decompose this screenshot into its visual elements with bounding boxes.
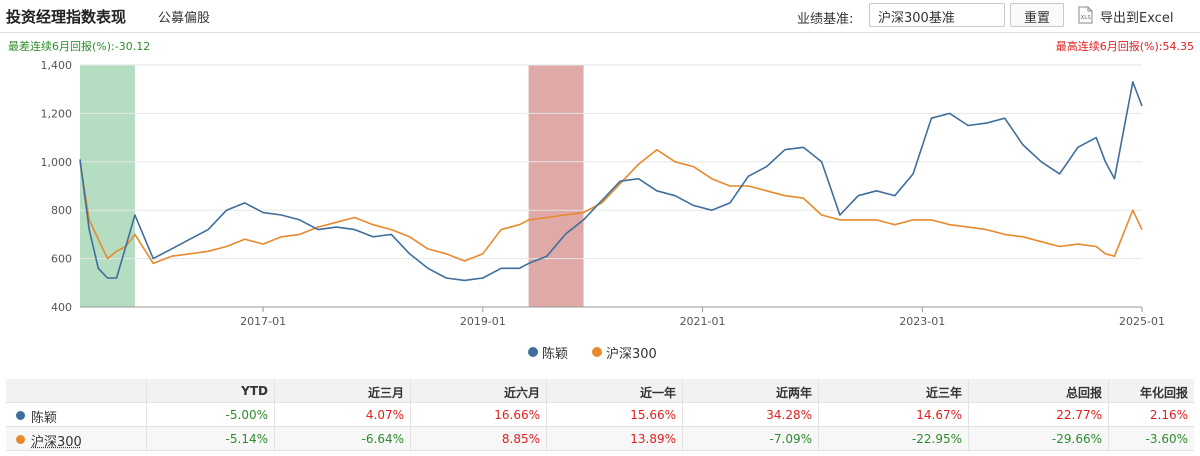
worst-6m-return: 最差连续6月回报(%):-30.12	[8, 38, 150, 54]
cell-2y: 34.28%	[682, 403, 818, 427]
row-name-cell: 陈颖	[6, 403, 146, 427]
xls-file-icon: XLS	[1078, 6, 1093, 24]
worst-6m-value: -30.12	[114, 40, 151, 53]
cell-ytd: -5.00%	[146, 403, 274, 427]
row-name-cell: 沪深300	[6, 427, 146, 451]
cell-total: -29.66%	[968, 427, 1108, 451]
header-divider	[0, 32, 1200, 33]
series-dot-chenying	[16, 411, 25, 420]
cell-annual: -3.60%	[1108, 427, 1194, 451]
cell-annual: 2.16%	[1108, 403, 1194, 427]
table-row: 沪深300 -5.14% -6.64% 8.85% 13.89% -7.09% …	[6, 427, 1194, 451]
table-header-row: YTD 近三月 近六月 近一年 近两年 近三年 总回报 年化回报	[6, 379, 1194, 403]
cell-2y: -7.09%	[682, 427, 818, 451]
legend-label-chenying: 陈颖	[542, 347, 569, 362]
cell-total: 22.77%	[968, 403, 1108, 427]
y-tick-label: 800	[51, 204, 72, 217]
cell-6m: 8.85%	[410, 427, 546, 451]
legend-dot-hs300	[592, 347, 602, 357]
col-header-6m: 近六月	[410, 379, 546, 403]
cell-3y: 14.67%	[818, 403, 968, 427]
row-name-chenying: 陈颖	[31, 411, 58, 426]
col-header-2y: 近两年	[682, 379, 818, 403]
table-row: 陈颖 -5.00% 4.07% 16.66% 15.66% 34.28% 14.…	[6, 403, 1194, 427]
y-tick-label: 400	[51, 301, 72, 314]
x-tick-label: 2021-01	[680, 315, 726, 328]
col-header-1y: 近一年	[546, 379, 682, 403]
series-dot-hs300	[16, 435, 25, 444]
col-header-ytd: YTD	[146, 379, 274, 403]
best-period-band	[528, 65, 584, 307]
best-6m-value: 54.35	[1162, 40, 1195, 53]
returns-table: YTD 近三月 近六月 近一年 近两年 近三年 总回报 年化回报 陈颖 -5.0…	[6, 379, 1194, 451]
x-tick-label: 2025-01	[1119, 315, 1165, 328]
cell-1y: 13.89%	[546, 427, 682, 451]
y-tick-label: 1,000	[41, 156, 73, 169]
worst-period-band	[80, 65, 135, 307]
legend-label-hs300: 沪深300	[606, 347, 657, 362]
export-excel-button[interactable]: XLS 导出到Excel	[1076, 4, 1194, 26]
cell-6m: 16.66%	[410, 403, 546, 427]
x-tick-label: 2023-01	[899, 315, 945, 328]
chart-legend: 陈颖 沪深300	[528, 343, 728, 362]
header-bar: 投资经理指数表现 公募偏股 业绩基准: 沪深300基准 重置 XLS 导出到Ex…	[0, 0, 1200, 32]
y-tick-label: 1,400	[41, 59, 73, 72]
cell-3y: -22.95%	[818, 427, 968, 451]
best-6m-label: 最高连续6月回报(%):	[1055, 40, 1163, 53]
page-title: 投资经理指数表现	[6, 8, 127, 26]
col-header-3y: 近三年	[818, 379, 968, 403]
reset-button[interactable]: 重置	[1010, 3, 1064, 27]
cell-ytd: -5.14%	[146, 427, 274, 451]
row-name-hs300: 沪深300	[31, 435, 82, 450]
x-tick-label: 2019-01	[460, 315, 506, 328]
tab-public-equity[interactable]: 公募偏股	[158, 11, 211, 26]
x-tick-label: 2017-01	[240, 315, 286, 328]
benchmark-select[interactable]: 沪深300基准	[869, 3, 1005, 27]
performance-line-chart: 400 600 800 1,000 1,200 1,400 2017-01 2019-01 20…	[41, 59, 1165, 328]
col-header-3m: 近三月	[274, 379, 410, 403]
col-header-total: 总回报	[968, 379, 1108, 403]
legend-dot-chenying	[528, 347, 538, 357]
header-name-cell	[6, 379, 146, 403]
series-line-chenying	[79, 81, 1143, 282]
best-6m-return: 最高连续6月回报(%):54.35	[1056, 38, 1194, 54]
y-tick-label: 1,200	[41, 107, 73, 120]
cell-3m: -6.64%	[274, 427, 410, 451]
benchmark-label: 业绩基准:	[797, 12, 854, 27]
col-header-annual: 年化回报	[1108, 379, 1194, 403]
cell-1y: 15.66%	[546, 403, 682, 427]
export-label: 导出到Excel	[1100, 11, 1174, 26]
worst-6m-label: 最差连续6月回报(%):	[8, 40, 115, 53]
svg-text:XLS: XLS	[1081, 15, 1092, 21]
cell-3m: 4.07%	[274, 403, 410, 427]
y-tick-label: 600	[51, 253, 72, 266]
series-line-hs300	[79, 148, 1143, 265]
